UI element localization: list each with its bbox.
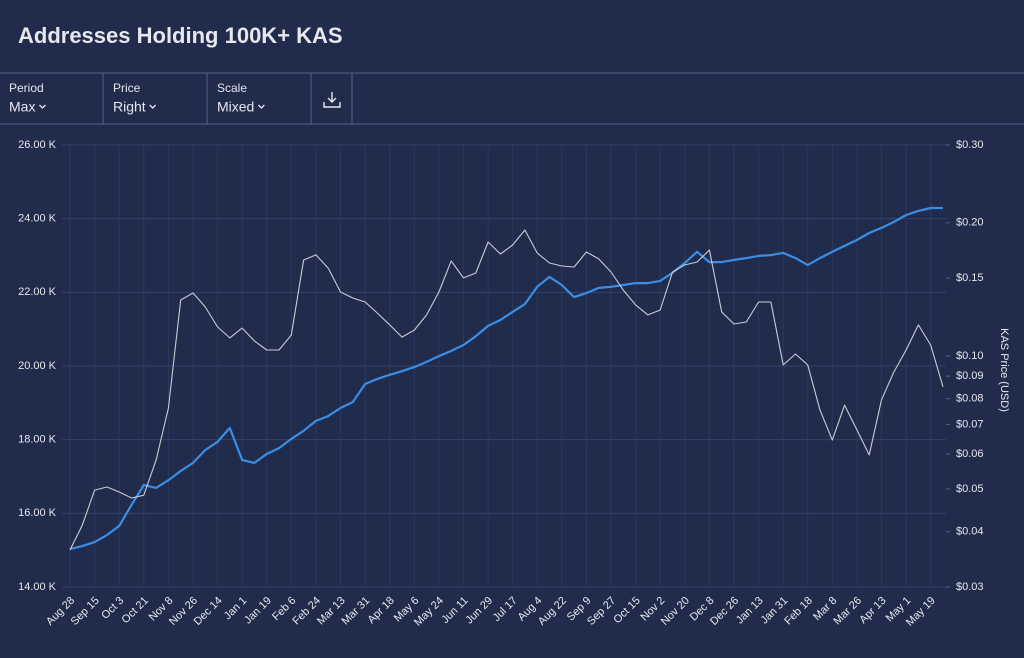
y2-tick-label: $0.15 — [956, 272, 984, 284]
toolbar: Period Max Price Right Scale Mixed — [9, 73, 312, 124]
y-tick-label: 16.00 K — [18, 507, 57, 519]
y-tick-label: 18.00 K — [18, 434, 57, 446]
chart-title: Addresses Holding 100K+ KAS — [18, 23, 343, 48]
y2-tick-label: $0.04 — [956, 526, 984, 538]
chevron — [257, 104, 265, 109]
y-tick-label: 22.00 K — [18, 286, 57, 298]
y-tick-label: 20.00 K — [18, 360, 57, 372]
y2-tick-label: $0.07 — [956, 418, 984, 430]
dropdown-label: Price — [113, 81, 141, 95]
y2-tick-label: $0.03 — [956, 581, 984, 593]
y2-tick-label: $0.30 — [956, 139, 984, 151]
dropdown-value: Max — [9, 99, 35, 115]
y2-axis-title: KAS Price (USD) — [998, 328, 1010, 412]
y2-tick-label: $0.05 — [956, 483, 984, 495]
y-tick-label: 24.00 K — [18, 213, 57, 225]
y-tick-label: 14.00 K — [18, 581, 57, 593]
dropdown[interactable]: Price Right — [113, 81, 157, 115]
dropdown-label: Scale — [217, 81, 247, 95]
dropdown[interactable]: Period Max — [9, 81, 46, 115]
download-button[interactable] — [323, 92, 341, 108]
dropdown[interactable]: Scale Mixed — [217, 81, 265, 115]
y2-tick-label: $0.08 — [956, 393, 984, 405]
dropdown-label: Period — [9, 81, 44, 95]
y2-tick-label: $0.09 — [956, 370, 984, 382]
y-tick-label: 26.00 K — [18, 139, 57, 151]
data-line — [69, 229, 944, 551]
dropdown-value: Mixed — [217, 99, 254, 115]
dropdown-value: Right — [113, 99, 146, 115]
download-icon — [323, 92, 341, 108]
chevron — [149, 104, 157, 109]
y2-tick-label: $0.20 — [956, 217, 984, 229]
data-line — [69, 206, 943, 551]
chevron — [38, 104, 46, 109]
y2-tick-label: $0.06 — [956, 448, 984, 460]
y2-tick-label: $0.10 — [956, 350, 984, 362]
